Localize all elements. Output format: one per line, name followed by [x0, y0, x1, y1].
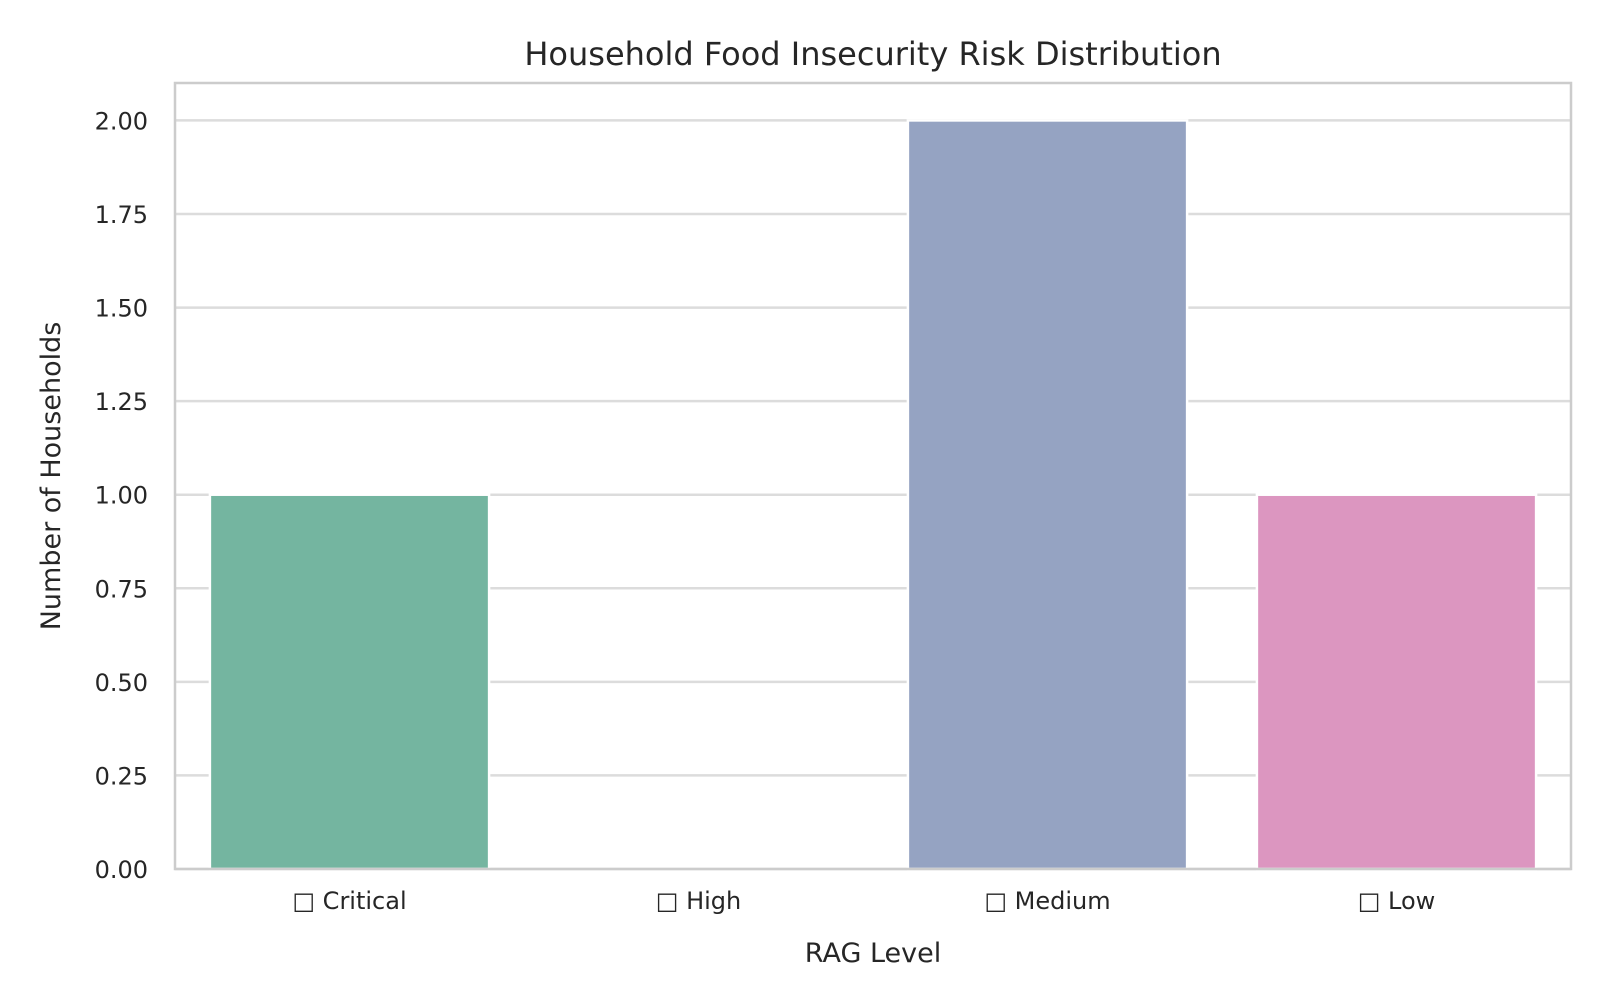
y-tick-label: 1.00 [95, 482, 148, 510]
x-tick-labels: □ Critical □ High □ Medium □ Low [292, 887, 1435, 915]
bar [906, 119, 1189, 871]
bar [208, 493, 491, 871]
y-tick-label: 1.75 [95, 201, 148, 229]
y-tick-labels: 0.00 0.25 0.50 0.75 1.00 1.25 1.50 1.75 2.00 [95, 107, 148, 884]
plot-frame [173, 81, 1573, 871]
y-tick-label: 0.50 [95, 669, 148, 697]
y-tick-label: 0.00 [95, 856, 148, 884]
bar [1255, 493, 1538, 871]
y-tick-label: 1.25 [95, 388, 148, 416]
y-tick-label: 0.75 [95, 575, 148, 603]
x-tick-label: □ Critical [292, 887, 406, 915]
x-axis-label: RAG Level [805, 938, 941, 969]
y-tick-label: 2.00 [95, 107, 148, 135]
bars [208, 119, 1538, 871]
x-tick-label: □ Low [1358, 887, 1436, 915]
chart-title: Household Food Insecurity Risk Distribut… [524, 35, 1221, 73]
x-tick-label: □ High [656, 887, 741, 915]
x-tick-label: □ Medium [984, 887, 1110, 915]
y-tick-label: 0.25 [95, 762, 148, 790]
y-axis-label: Number of Households [36, 322, 67, 631]
y-tick-label: 1.50 [95, 295, 148, 323]
